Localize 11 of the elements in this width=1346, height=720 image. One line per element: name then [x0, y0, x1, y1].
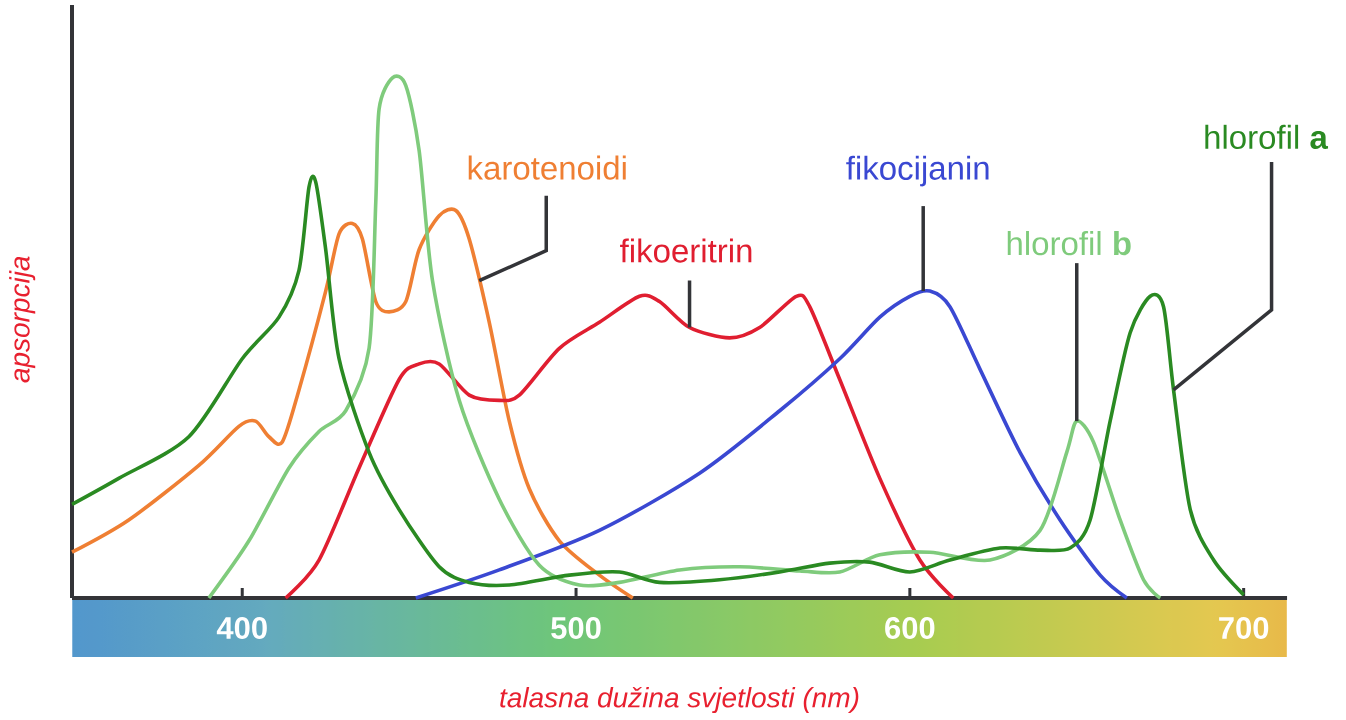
- annotation: karotenoidi: [468, 155, 626, 180]
- y-axis-title: apsorpcija: [9, 256, 36, 383]
- x-tick-label: 500: [551, 617, 601, 639]
- annotation: fikocijanin: [846, 155, 989, 187]
- x-tick-label: 400: [216, 617, 267, 639]
- annotation: hlorofil b: [1007, 231, 1131, 256]
- x-tick-label: 600: [885, 617, 935, 639]
- annotation: hlorofil a: [1205, 124, 1329, 150]
- x-tick-label: 700: [1219, 617, 1269, 639]
- x-axis-title: talasna dužina svjetlosti (nm): [500, 686, 859, 714]
- annotation: fikoeritrin: [620, 238, 752, 263]
